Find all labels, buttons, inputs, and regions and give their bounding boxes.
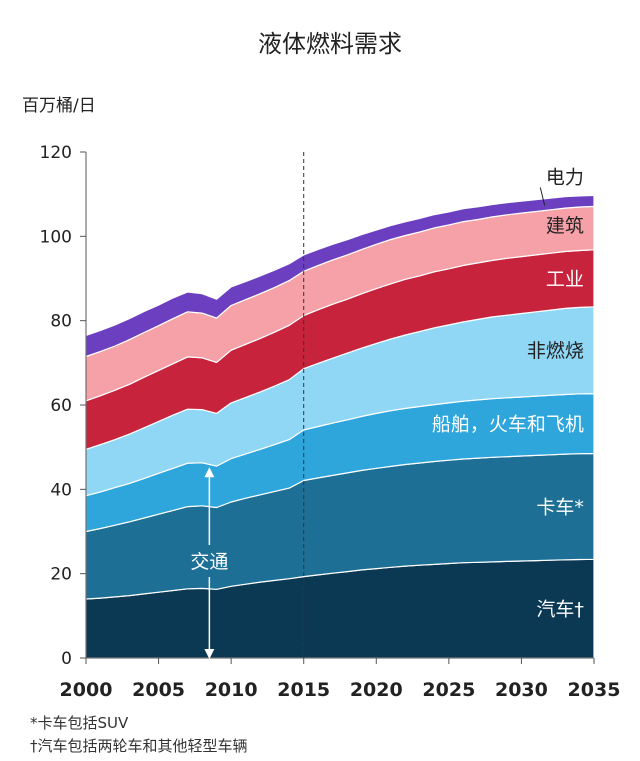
series-label-5: 建筑 <box>546 215 584 237</box>
y-tick-label-40: 40 <box>50 480 72 500</box>
series-label-2: 船舶，火车和飞机 <box>432 414 584 436</box>
series-label-1: 卡车* <box>536 496 584 518</box>
x-tick-label-2025: 2025 <box>422 679 475 701</box>
y-tick-label-80: 80 <box>50 312 72 332</box>
y-tick-label-100: 100 <box>40 227 72 247</box>
x-tick-label-2030: 2030 <box>495 679 548 701</box>
x-tick-label-2015: 2015 <box>277 679 330 701</box>
y-axis-unit: 百万桶/日 <box>22 96 96 116</box>
x-tick-label-2010: 2010 <box>205 679 258 701</box>
stacked-areas <box>85 194 595 659</box>
series-label-6: 电力 <box>546 166 584 188</box>
axes: 0 20 40 60 80 100 120 2000 2005 2010 2015 2020 2025 2… <box>40 143 621 701</box>
y-tick-label-20: 20 <box>50 565 72 585</box>
transport-annotation: 交通 <box>190 467 228 659</box>
x-tick-label-2035: 2035 <box>568 679 621 701</box>
x-tick-label-2000: 2000 <box>60 679 113 701</box>
x-tick-label-2020: 2020 <box>350 679 403 701</box>
power-leader-line <box>539 187 546 206</box>
x-tick-label-2005: 2005 <box>132 679 185 701</box>
footnote-cars: †汽车包括两轮车和其他轻型车辆 <box>30 737 248 755</box>
series-label-0: 汽车† <box>536 599 584 621</box>
footnote-trucks: *卡车包括SUV <box>30 714 129 732</box>
y-tick-label-0: 0 <box>61 649 72 669</box>
y-tick-label-120: 120 <box>40 143 72 163</box>
chart-title: 液体燃料需求 <box>258 30 402 58</box>
series-labels: 汽车† 卡车* 船舶，火车和飞机 非燃烧 工业 建筑 电力 <box>432 166 584 620</box>
transport-label: 交通 <box>190 551 228 573</box>
series-label-3: 非燃烧 <box>527 340 584 362</box>
y-tick-label-60: 60 <box>50 396 72 416</box>
area-series-6 <box>85 194 595 358</box>
series-label-4: 工业 <box>546 268 584 290</box>
